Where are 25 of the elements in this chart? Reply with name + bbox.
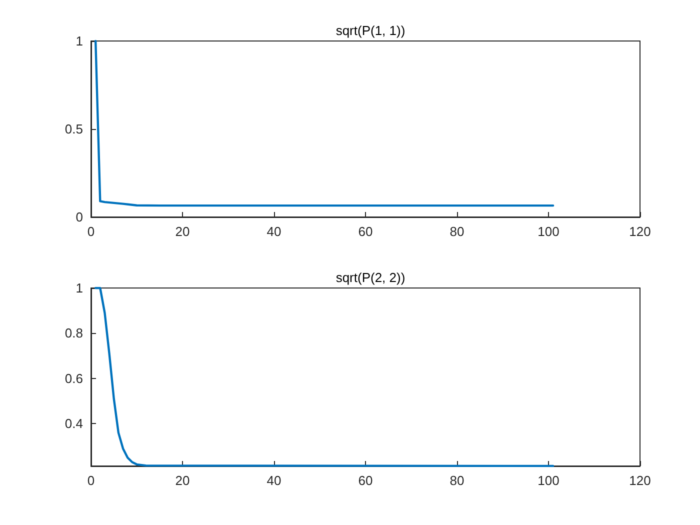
y-tick-label: 0.8	[64, 326, 83, 341]
y-tick-label: 1	[76, 34, 83, 48]
x-tick-label: 80	[450, 224, 464, 239]
line-series	[94, 286, 554, 468]
x-tick-label: 0	[87, 224, 95, 239]
x-tick-label: 40	[266, 473, 282, 488]
x-tick-label: 40	[266, 224, 282, 239]
y-tick-label: 0.4	[64, 416, 83, 432]
x-tick-label: 80	[450, 473, 464, 488]
y-tick-label: 1	[76, 280, 83, 296]
y-tick-label: 0.6	[64, 370, 83, 386]
x-tick-label: 20	[175, 473, 190, 488]
x-tick-label: 100	[538, 473, 560, 488]
y-tick-label: 0.5	[64, 122, 83, 136]
x-tick-label: 0	[87, 473, 95, 488]
chart-title: sqrt(P(2, 2))	[336, 270, 406, 285]
x-tick-label: 120	[629, 473, 651, 488]
x-tick-label: 20	[175, 224, 190, 239]
x-tick-label: 120	[629, 224, 651, 239]
x-tick-label: 60	[358, 224, 373, 239]
line-series	[94, 40, 554, 207]
x-tick-label: 60	[358, 473, 373, 488]
chart-title: sqrt(P(1, 1))	[336, 23, 406, 38]
x-tick-label: 100	[538, 224, 560, 239]
y-tick-label: 0	[76, 210, 83, 224]
